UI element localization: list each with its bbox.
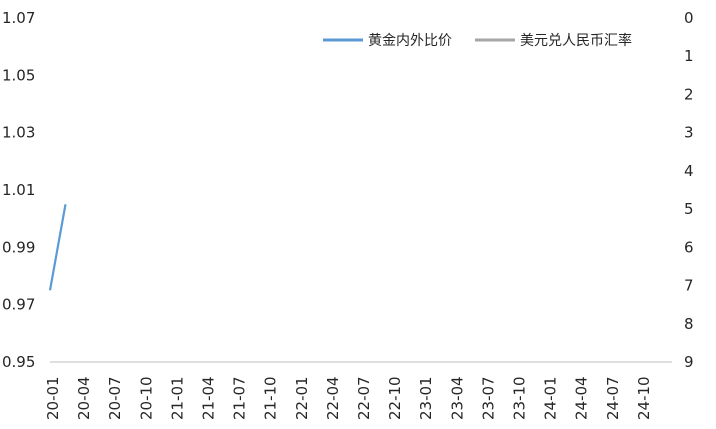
right-tick-label: 0 <box>684 9 694 27</box>
x-tick-label: 24-01 <box>542 376 560 420</box>
x-tick-label: 24-04 <box>573 376 591 420</box>
left-tick-label: 0.97 <box>2 296 35 314</box>
series-line-gold-ratio <box>48 204 67 291</box>
right-tick-label: 7 <box>684 277 694 295</box>
legend-label-fx: 美元兑人民币汇率 <box>520 32 632 49</box>
x-tick-label: 23-07 <box>479 376 497 420</box>
left-tick-label: 1.03 <box>2 124 35 142</box>
right-tick-label: 2 <box>684 85 694 103</box>
series-layer <box>48 204 67 291</box>
left-y-axis: 0.95 0.97 0.99 1.01 1.03 1.05 1.07 <box>2 9 35 371</box>
right-tick-label: 9 <box>684 353 694 371</box>
right-tick-label: 6 <box>684 238 694 256</box>
left-tick-label: 1.07 <box>2 9 35 27</box>
x-tick-label: 21-04 <box>200 376 218 420</box>
left-tick-label: 0.95 <box>2 353 35 371</box>
x-tick-label: 20-01 <box>44 376 62 420</box>
x-tick-label: 21-01 <box>168 376 186 420</box>
x-tick-label: 24-10 <box>635 376 653 420</box>
x-tick-label: 23-04 <box>448 376 466 420</box>
left-tick-label: 1.05 <box>2 66 35 84</box>
legend-label-gold: 黄金内外比价 <box>368 32 452 49</box>
right-tick-label: 3 <box>684 124 694 142</box>
x-tick-label: 23-01 <box>417 376 435 420</box>
right-tick-label: 5 <box>684 200 694 218</box>
x-axis: 20-01 20-04 20-07 20-10 21-01 21-04 21-07 21-10… <box>44 376 653 420</box>
x-tick-label: 20-04 <box>75 376 93 420</box>
x-tick-label: 22-04 <box>324 376 342 420</box>
left-tick-label: 0.99 <box>2 238 35 256</box>
left-tick-label: 1.01 <box>2 181 35 199</box>
right-tick-label: 1 <box>684 47 694 65</box>
x-tick-label: 20-07 <box>106 376 124 420</box>
right-tick-label: 8 <box>684 315 694 333</box>
x-tick-label: 23-10 <box>511 376 529 420</box>
x-tick-label: 21-07 <box>231 376 249 420</box>
x-tick-label: 22-01 <box>293 376 311 420</box>
right-tick-label: 4 <box>684 162 694 180</box>
x-tick-label: 22-10 <box>386 376 404 420</box>
plot-area: 0.950.970.991.011.031.051.07 0123456789 … <box>2 9 694 420</box>
legend: 黄金内外比价 美元兑人民币汇率 <box>323 32 632 49</box>
x-tick-label: 20-10 <box>137 376 155 420</box>
x-tick-label: 22-07 <box>355 376 373 420</box>
x-tick-label: 24-07 <box>604 376 622 420</box>
x-tick-label: 21-10 <box>262 376 280 420</box>
right-y-axis: 0 1 2 3 4 5 6 7 8 9 <box>684 9 694 371</box>
